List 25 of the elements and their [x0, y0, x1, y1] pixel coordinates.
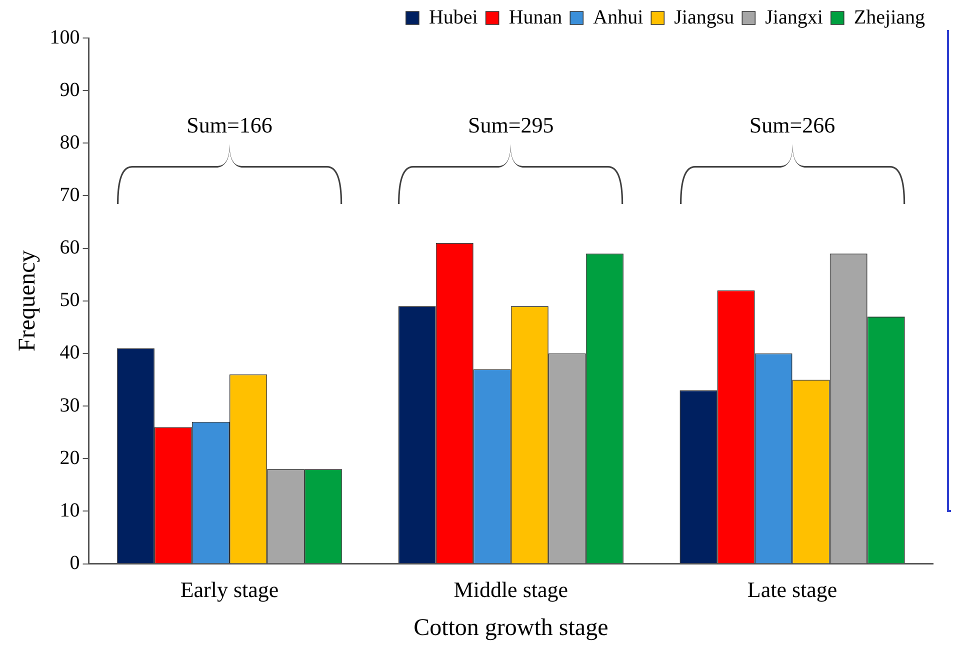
y-tick-label: 0 [70, 552, 80, 574]
y-tick-label: 100 [50, 26, 80, 48]
x-tick-label: Early stage [180, 576, 279, 602]
legend-label: Zhejiang [854, 6, 926, 28]
y-tick-label: 40 [60, 342, 80, 364]
x-tick-label: Late stage [747, 576, 838, 602]
x-axis-title: Cotton growth stage [414, 614, 608, 641]
y-tick-label: 20 [60, 446, 80, 469]
annotation: Sum=166 [186, 112, 272, 138]
y-tick-label: 50 [60, 289, 80, 312]
y-tick-label: 90 [60, 78, 80, 101]
legend-label: Jiangsu [674, 6, 734, 28]
y-tick-label: 60 [60, 236, 80, 259]
annotation: Sum=266 [749, 112, 836, 138]
legend-label: Jiangxi [765, 6, 824, 28]
y-tick-label: 10 [60, 499, 80, 522]
y-tick-label: 30 [60, 394, 80, 416]
y-tick-label: 80 [60, 131, 80, 154]
legend-label: Anhui [593, 6, 644, 28]
annotation: Sum=295 [468, 112, 554, 138]
y-axis-title: Frequency [14, 250, 41, 352]
legend-label: Hubei [428, 6, 478, 28]
x-tick-label: Middle stage [454, 576, 568, 602]
legend-label: Hunan [508, 6, 562, 28]
y-tick-label: 70 [60, 184, 80, 206]
